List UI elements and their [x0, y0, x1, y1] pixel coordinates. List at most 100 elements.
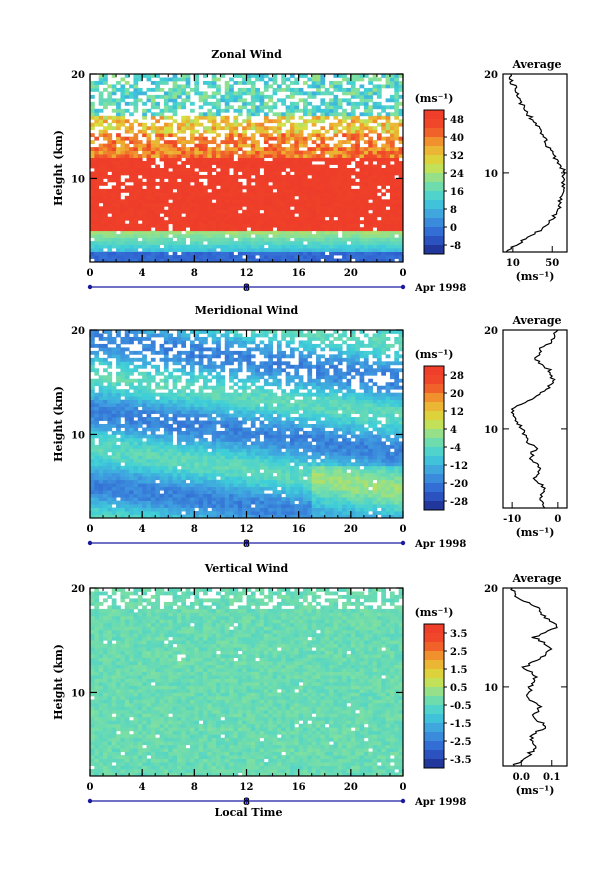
- heatmap-cell: [281, 251, 287, 256]
- heatmap-cell: [163, 101, 169, 106]
- heatmap-cell: [163, 192, 169, 197]
- heatmap-cell: [133, 174, 139, 179]
- heatmap-cell: [98, 434, 104, 439]
- heatmap-cell: [263, 458, 269, 463]
- heatmap-cell: [350, 490, 356, 495]
- heatmap-cell: [389, 112, 395, 117]
- heatmap-cell: [272, 486, 278, 491]
- profile-frame: [502, 73, 568, 253]
- heatmap-cell: [220, 199, 226, 204]
- heatmap-cell: [289, 94, 295, 99]
- heatmap-cell: [389, 255, 395, 259]
- heatmap-cell: [94, 248, 100, 252]
- heatmap-cell: [372, 237, 378, 242]
- heatmap-cell: [168, 161, 173, 165]
- heatmap-cell: [189, 133, 195, 138]
- heatmap-cell: [342, 230, 347, 235]
- heatmap-cell: [368, 77, 373, 82]
- heatmap-cell: [263, 248, 269, 252]
- heatmap-cell: [233, 115, 239, 120]
- heatmap-cell: [394, 101, 400, 106]
- heatmap-cell: [216, 77, 221, 82]
- heatmap-cell: [107, 178, 113, 183]
- heatmap-cell: [233, 133, 239, 138]
- heatmap-cell: [194, 234, 200, 239]
- heatmap-cell: [250, 227, 256, 232]
- heatmap-cell: [246, 514, 252, 519]
- heatmap-cell: [346, 87, 352, 92]
- heatmap-cell: [176, 199, 182, 204]
- heatmap-cell: [368, 234, 373, 239]
- heatmap-cell: [359, 112, 365, 117]
- heatmap-cell: [185, 441, 191, 446]
- heatmap-cell: [233, 230, 239, 235]
- heatmap-cell: [350, 168, 356, 172]
- heatmap-cell: [198, 98, 204, 103]
- heatmap-cell: [368, 192, 373, 197]
- heatmap-cell: [337, 462, 343, 467]
- heatmap-cell: [329, 251, 334, 256]
- heatmap-cell: [237, 511, 243, 515]
- heatmap-cell: [307, 234, 313, 239]
- heatmap-cell: [207, 108, 213, 113]
- heatmap-cell: [211, 209, 217, 214]
- heatmap-cell: [316, 437, 321, 442]
- heatmap-cell: [124, 129, 130, 134]
- heatmap-cell: [103, 77, 108, 82]
- heatmap-cell: [242, 216, 247, 221]
- heatmap-cell: [142, 223, 147, 228]
- colorbar-segment: [424, 173, 444, 183]
- heatmap-cell: [355, 479, 360, 484]
- heatmap-cell: [176, 126, 182, 131]
- heatmap-cell: [389, 147, 395, 151]
- heatmap-cell: [90, 234, 95, 239]
- heatmap-cell: [368, 230, 373, 235]
- heatmap-cell: [346, 171, 352, 176]
- heatmap-cell: [389, 140, 395, 145]
- heatmap-cell: [263, 213, 269, 218]
- heatmap-cell: [363, 493, 369, 498]
- heatmap-cell: [285, 140, 291, 145]
- heatmap-cell: [272, 91, 278, 96]
- heatmap-cell: [372, 472, 378, 477]
- heatmap-cell: [368, 140, 373, 145]
- heatmap-cell: [268, 136, 273, 141]
- heatmap-cell: [129, 91, 134, 96]
- heatmap-cell: [250, 74, 256, 78]
- heatmap-cell: [107, 455, 113, 460]
- heatmap-cell: [172, 476, 178, 481]
- heatmap-cell: [103, 448, 108, 453]
- heatmap-cell: [194, 178, 200, 183]
- heatmap-cell: [116, 462, 121, 467]
- heatmap-cell: [250, 209, 256, 214]
- heatmap-cell: [159, 87, 165, 92]
- heatmap-cell: [376, 161, 382, 165]
- heatmap-cell: [142, 133, 147, 138]
- heatmap-cell: [376, 441, 382, 446]
- heatmap-cell: [376, 220, 382, 225]
- heatmap-cell: [350, 87, 356, 92]
- heatmap-cell: [129, 213, 134, 218]
- heatmap-cell: [346, 437, 352, 442]
- heatmap-cell: [342, 437, 347, 442]
- heatmap-cell: [394, 483, 400, 488]
- heatmap-cell: [124, 241, 130, 245]
- heatmap-cell: [189, 237, 195, 242]
- heatmap-cell: [350, 462, 356, 467]
- heatmap-cell: [333, 507, 339, 512]
- heatmap-cell: [155, 188, 160, 193]
- heatmap-cell: [289, 185, 295, 190]
- heatmap-cell: [294, 147, 300, 151]
- heatmap-cell: [311, 150, 317, 155]
- heatmap-cell: [181, 444, 187, 449]
- heatmap-cell: [346, 476, 352, 481]
- heatmap-cell: [246, 74, 252, 78]
- heatmap-cell: [142, 504, 147, 508]
- heatmap-cell: [150, 143, 156, 148]
- heatmap-cell: [146, 192, 152, 197]
- heatmap-cell: [372, 511, 378, 515]
- heatmap-cell: [129, 154, 134, 158]
- heatmap-cell: [346, 101, 352, 106]
- heatmap-cell: [116, 133, 121, 138]
- heatmap-cell: [129, 230, 134, 235]
